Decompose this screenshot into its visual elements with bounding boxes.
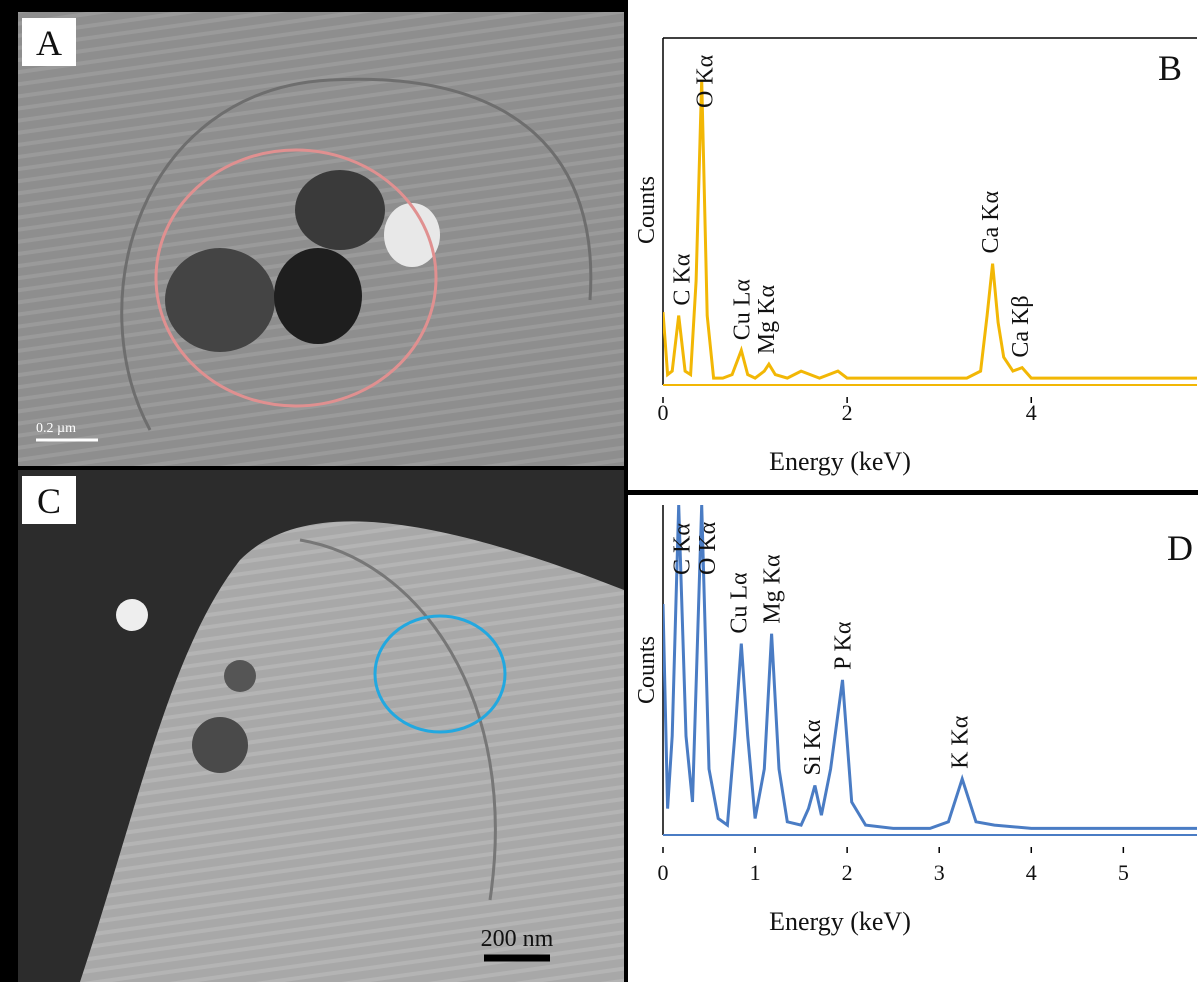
peak-label: O Kα <box>692 54 718 108</box>
x-axis-title: Energy (keV) <box>769 447 911 476</box>
panel-letter: A <box>36 23 62 63</box>
x-axis-title: Energy (keV) <box>769 907 911 936</box>
particle <box>165 248 275 352</box>
particle <box>116 599 148 631</box>
x-tick-label: 2 <box>842 400 853 425</box>
x-tick-label: 4 <box>1026 860 1037 885</box>
chart-background <box>628 0 1198 490</box>
highlight-circle <box>373 614 507 734</box>
x-tick-label: 4 <box>1026 400 1037 425</box>
spectrum-line <box>663 79 1197 380</box>
particle <box>192 717 248 773</box>
panel-letter: B <box>1158 48 1182 88</box>
particle <box>384 203 440 267</box>
peak-label: Cu Lα <box>726 572 752 634</box>
x-tick-label: 0 <box>658 400 669 425</box>
x-tick-label: 0 <box>658 860 669 885</box>
spectrum-line <box>663 504 1197 830</box>
cell-outline <box>120 77 593 431</box>
peak-label: Mg Kα <box>760 554 786 624</box>
x-tick-label: 3 <box>934 860 945 885</box>
y-axis-title: Counts <box>634 636 660 704</box>
scale-label: 0.2 µm <box>36 421 76 436</box>
particle <box>274 248 362 344</box>
peak-label: C Kα <box>669 253 695 305</box>
peak-label: Mg Kα <box>754 285 780 355</box>
panel-letter: D <box>1167 528 1193 568</box>
highlight-circle <box>154 148 438 408</box>
x-tick-label: 2 <box>842 860 853 885</box>
panel-letter: C <box>37 481 61 521</box>
peak-label: K Kα <box>947 715 973 769</box>
peak-label: P Kα <box>831 621 857 670</box>
label-box <box>22 18 76 66</box>
x-tick-label: 5 <box>1118 860 1129 885</box>
x-tick-label: 1 <box>750 860 761 885</box>
peak-label: Cu Lα <box>729 279 755 341</box>
panel-a: A 0.2 µm <box>18 12 624 466</box>
panel-c: C 200 nm <box>18 470 624 982</box>
peak-label: Ca Kβ <box>1008 295 1034 357</box>
peak-label: Si Kα <box>800 719 826 775</box>
peak-label: Ca Kα <box>978 191 1004 254</box>
particle <box>224 660 256 692</box>
y-axis-title: Counts <box>634 176 660 244</box>
particle <box>295 170 385 250</box>
membrane <box>299 538 497 901</box>
peak-label: O Kα <box>695 521 721 575</box>
peak-label: C Kα <box>669 523 695 575</box>
scale-label: 200 nm <box>481 926 554 952</box>
label-box <box>22 476 76 524</box>
chart-background <box>628 495 1198 982</box>
